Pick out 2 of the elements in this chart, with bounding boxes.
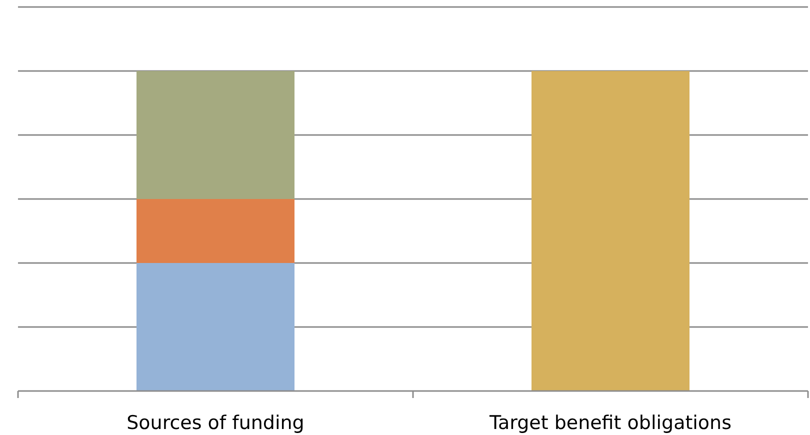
x-tick-label: Sources of funding: [126, 412, 304, 434]
x-tick-label: Target benefit obligations: [488, 412, 732, 434]
